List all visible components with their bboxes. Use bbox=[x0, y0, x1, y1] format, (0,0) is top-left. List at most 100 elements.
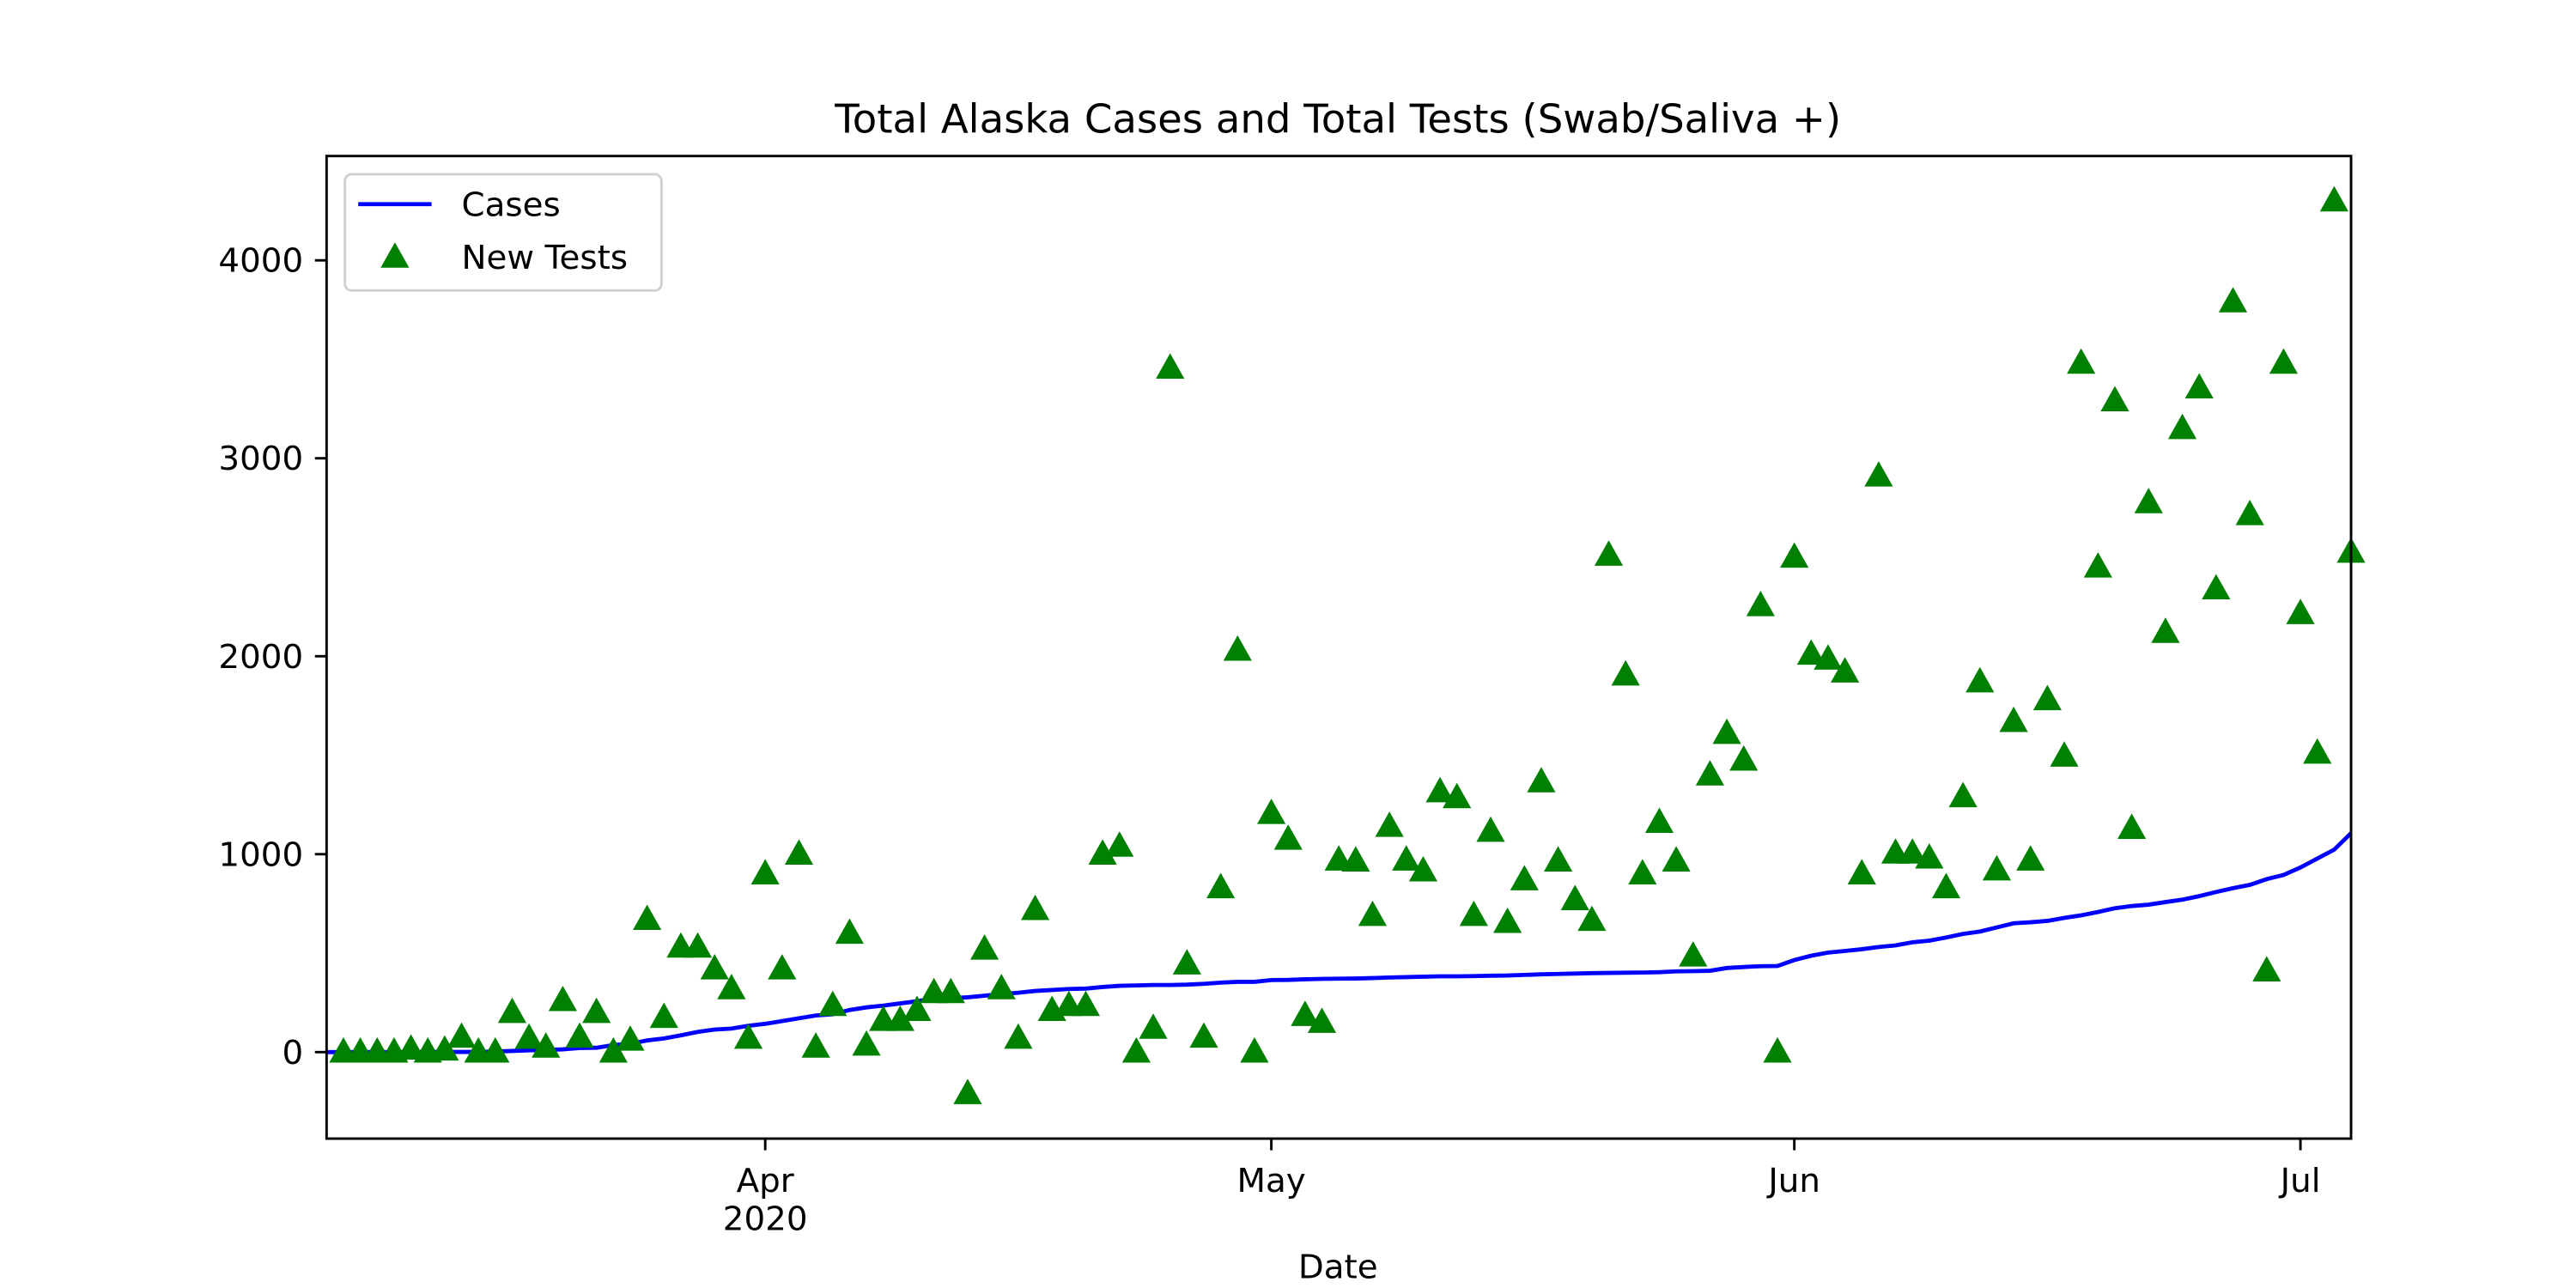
test-marker bbox=[1223, 635, 1252, 661]
test-marker bbox=[818, 990, 848, 1017]
test-marker bbox=[1443, 782, 1472, 809]
test-marker bbox=[852, 1030, 881, 1056]
test-marker bbox=[2252, 956, 2281, 981]
test-marker bbox=[1004, 1023, 1033, 1049]
test-marker bbox=[733, 1023, 763, 1049]
test-marker bbox=[1831, 657, 1860, 683]
test-marker bbox=[768, 954, 797, 980]
test-marker bbox=[1999, 706, 2028, 732]
test-marker bbox=[1544, 846, 1573, 872]
test-marker bbox=[1982, 854, 2012, 881]
test-marker bbox=[1644, 807, 1674, 834]
test-marker bbox=[2032, 684, 2062, 711]
test-marker bbox=[2167, 413, 2197, 440]
test-marker bbox=[1594, 540, 1624, 566]
x-tick-label: Jul bbox=[2279, 1162, 2321, 1200]
y-tick-label: 1000 bbox=[218, 835, 303, 874]
test-marker bbox=[548, 985, 577, 1012]
test-marker bbox=[902, 995, 932, 1022]
test-marker bbox=[1577, 905, 1607, 932]
test-marker bbox=[1712, 718, 1741, 744]
test-marker bbox=[1121, 1036, 1151, 1063]
test-marker bbox=[565, 1022, 594, 1048]
test-marker bbox=[1459, 900, 1488, 927]
x-tick-label: May bbox=[1236, 1162, 1305, 1200]
test-marker bbox=[1476, 816, 1505, 842]
test-marker bbox=[1695, 760, 1725, 786]
test-marker bbox=[987, 974, 1016, 999]
test-marker bbox=[2117, 813, 2147, 839]
test-marker bbox=[2202, 574, 2231, 600]
y-tick-label: 0 bbox=[282, 1034, 303, 1072]
test-marker bbox=[1375, 811, 1404, 837]
test-marker bbox=[1105, 831, 1134, 857]
test-marker bbox=[598, 1036, 628, 1063]
test-marker bbox=[1628, 859, 1657, 884]
test-marker bbox=[1358, 900, 1388, 927]
test-marker bbox=[2235, 500, 2264, 526]
y-tick-label: 4000 bbox=[218, 242, 303, 281]
test-marker bbox=[2016, 845, 2045, 871]
x-tick-label: Apr 2020 bbox=[723, 1162, 808, 1238]
test-marker bbox=[2269, 348, 2299, 374]
test-marker bbox=[2100, 386, 2129, 412]
test-marker bbox=[885, 1005, 914, 1031]
test-marker bbox=[1172, 949, 1201, 975]
test-marker bbox=[1307, 1007, 1337, 1033]
test-marker bbox=[1729, 744, 1759, 771]
test-marker bbox=[1915, 842, 1944, 869]
test-marker bbox=[2151, 617, 2180, 643]
test-marker bbox=[700, 954, 729, 980]
legend-swatch bbox=[380, 242, 410, 268]
test-marker bbox=[2218, 287, 2248, 313]
test-marker bbox=[1425, 776, 1455, 803]
test-marker bbox=[936, 977, 965, 1004]
test-marker bbox=[649, 1002, 678, 1029]
test-marker bbox=[633, 904, 662, 931]
test-marker bbox=[1392, 845, 1421, 871]
test-marker bbox=[1560, 884, 1589, 910]
test-marker bbox=[835, 918, 864, 945]
test-marker bbox=[801, 1032, 830, 1058]
test-marker bbox=[1088, 839, 1117, 865]
test-marker bbox=[2083, 552, 2112, 578]
test-marker bbox=[430, 1035, 459, 1061]
test-marker bbox=[1948, 781, 1978, 808]
test-marker bbox=[1273, 824, 1303, 850]
test-marker bbox=[1408, 855, 1438, 882]
test-marker bbox=[1796, 639, 1826, 665]
test-marker bbox=[1240, 1036, 1269, 1063]
test-marker bbox=[1189, 1022, 1218, 1048]
legend-label: New Tests bbox=[462, 239, 629, 277]
test-marker bbox=[784, 839, 814, 865]
test-marker bbox=[2319, 185, 2348, 212]
test-marker bbox=[717, 974, 746, 999]
test-marker bbox=[2050, 741, 2079, 767]
test-marker bbox=[1679, 941, 1708, 967]
test-marker bbox=[1814, 644, 1843, 670]
test-marker bbox=[750, 859, 780, 884]
test-marker bbox=[1898, 838, 1927, 864]
test-marker bbox=[1746, 591, 1775, 617]
test-marker bbox=[481, 1036, 510, 1063]
test-marker bbox=[1493, 907, 1522, 933]
test-marker bbox=[683, 932, 713, 958]
test-marker bbox=[2303, 738, 2332, 764]
test-marker bbox=[1965, 666, 1995, 693]
y-tick-label: 3000 bbox=[218, 440, 303, 478]
cases-line bbox=[326, 831, 2353, 1054]
test-marker bbox=[1510, 865, 1539, 890]
test-marker bbox=[1291, 1000, 1320, 1026]
plot-frame bbox=[325, 155, 2353, 1140]
test-marker bbox=[1020, 894, 1050, 920]
test-marker bbox=[1071, 990, 1101, 1017]
test-marker bbox=[2184, 373, 2214, 399]
test-marker bbox=[1257, 799, 1286, 824]
test-marker bbox=[1341, 846, 1370, 872]
test-marker bbox=[1847, 859, 1876, 884]
test-marker bbox=[497, 997, 527, 1024]
test-marker bbox=[969, 934, 999, 960]
chart-title: Total Alaska Cases and Total Tests (Swab… bbox=[834, 96, 1841, 143]
